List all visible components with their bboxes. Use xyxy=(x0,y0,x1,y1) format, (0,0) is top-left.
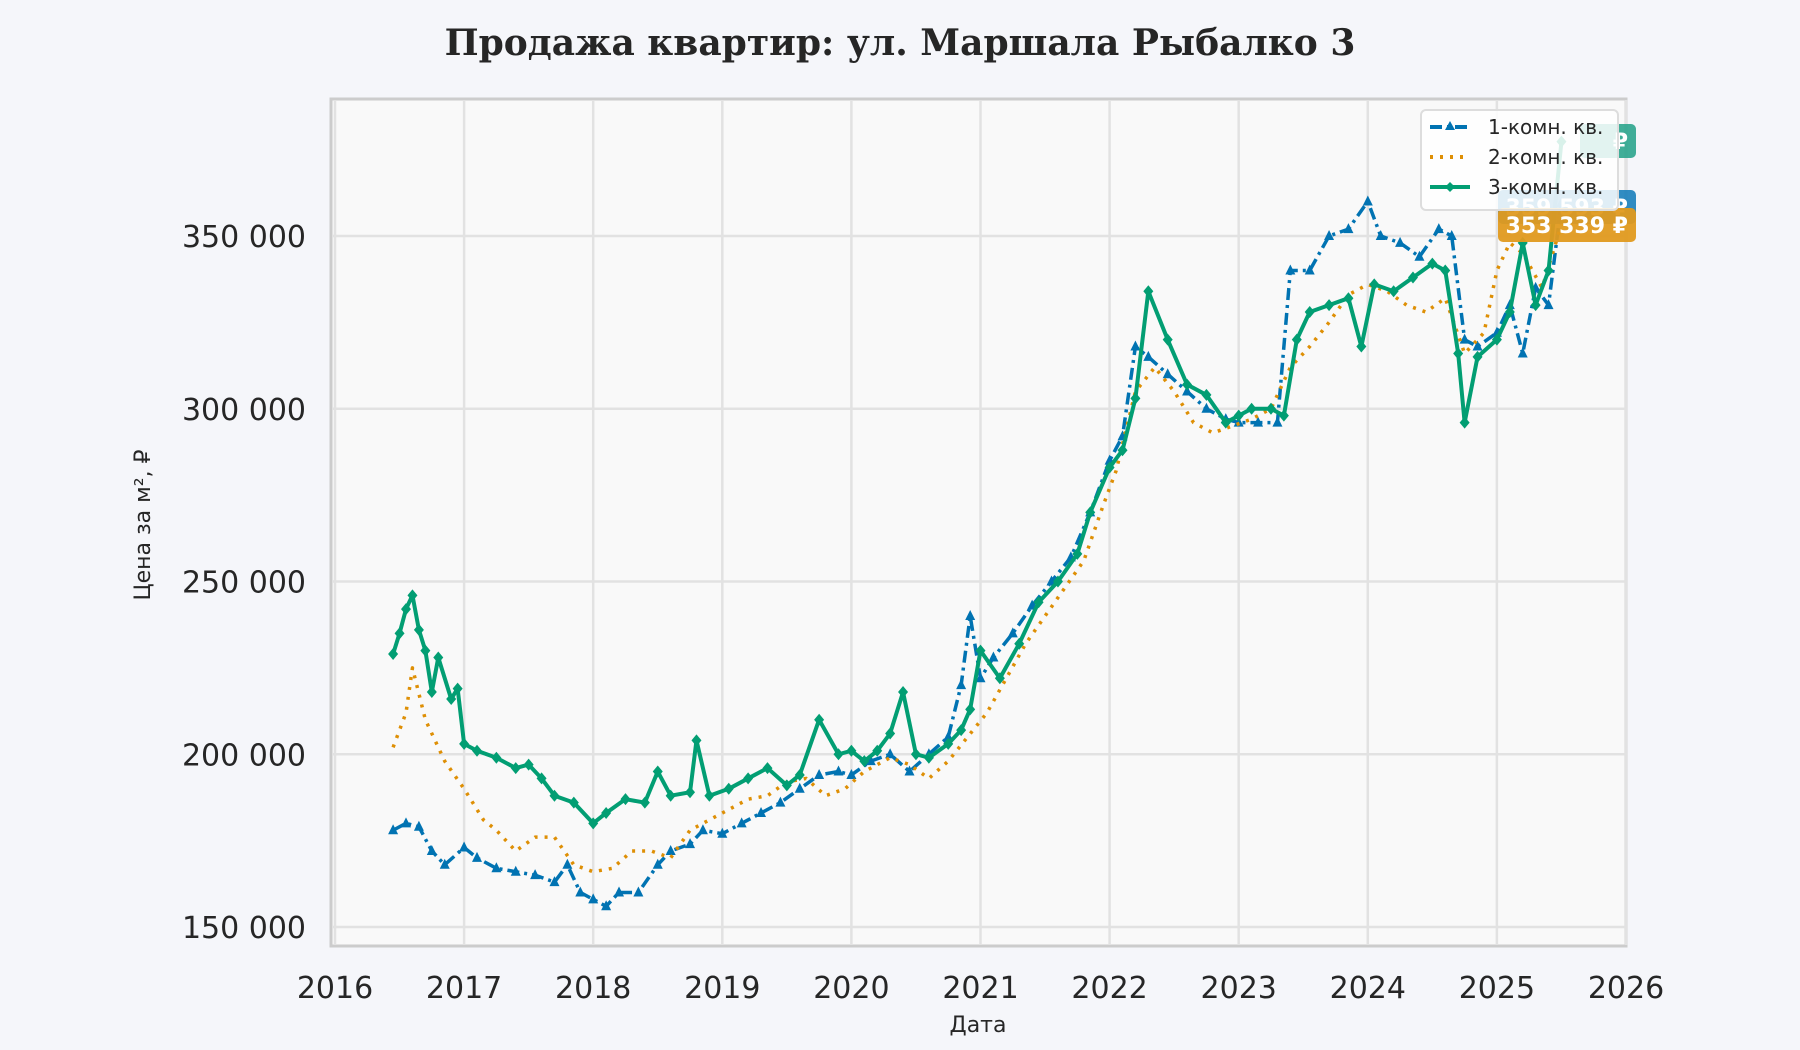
x-tick-label: 2016 xyxy=(297,971,373,1006)
legend: 1-комн. кв. 2-комн. кв. 3-комн. кв. xyxy=(1420,109,1619,211)
x-tick-label: 2019 xyxy=(684,971,760,1006)
y-tick-label: 200 000 xyxy=(182,738,306,773)
annotation-2-комн. кв.: 353 339 ₽ xyxy=(1498,208,1636,242)
legend-item: 1-комн. кв. xyxy=(1430,115,1603,139)
x-tick-label: 2025 xyxy=(1459,971,1535,1006)
y-axis-ticks: 150 000 200 000 250 000 300 000 350 000 xyxy=(182,220,306,946)
series-2-комн. кв. xyxy=(391,223,1564,874)
svg-text:1-комн. кв.: 1-комн. кв. xyxy=(1488,115,1603,139)
y-tick-label: 150 000 xyxy=(182,911,306,946)
y-tick-label: 300 000 xyxy=(182,393,306,428)
x-tick-label: 2020 xyxy=(813,971,889,1006)
chart-title: Продажа квартир: ул. Маршала Рыбалко 3 xyxy=(444,22,1356,64)
x-axis-label: Дата xyxy=(950,1013,1007,1038)
series-3-комн. кв. xyxy=(388,135,1567,830)
plot-area xyxy=(329,97,1628,948)
series-1-комн. кв. xyxy=(388,195,1567,911)
series-lines xyxy=(388,135,1567,911)
x-tick-label: 2021 xyxy=(942,971,1018,1006)
grid-lines xyxy=(332,100,1628,945)
x-axis-ticks: 2016 2017 2018 2019 2020 2021 2022 2023 2024 2025… xyxy=(297,971,1664,1006)
x-tick-label: 2026 xyxy=(1588,971,1664,1006)
svg-text:2-комн. кв.: 2-комн. кв. xyxy=(1488,145,1603,169)
y-tick-label: 350 000 xyxy=(182,220,306,255)
x-tick-label: 2024 xyxy=(1330,971,1406,1006)
svg-text:353 339 ₽: 353 339 ₽ xyxy=(1506,214,1628,239)
x-tick-label: 2022 xyxy=(1071,971,1147,1006)
x-tick-label: 2018 xyxy=(555,971,631,1006)
x-tick-label: 2023 xyxy=(1201,971,1277,1006)
legend-item: 3-комн. кв. xyxy=(1430,175,1603,199)
y-axis-label: Цена за м², ₽ xyxy=(131,449,156,600)
legend-item: 2-комн. кв. xyxy=(1430,145,1603,169)
y-tick-label: 250 000 xyxy=(182,566,306,601)
svg-text:3-комн. кв.: 3-комн. кв. xyxy=(1488,175,1603,199)
x-tick-label: 2017 xyxy=(426,971,502,1006)
